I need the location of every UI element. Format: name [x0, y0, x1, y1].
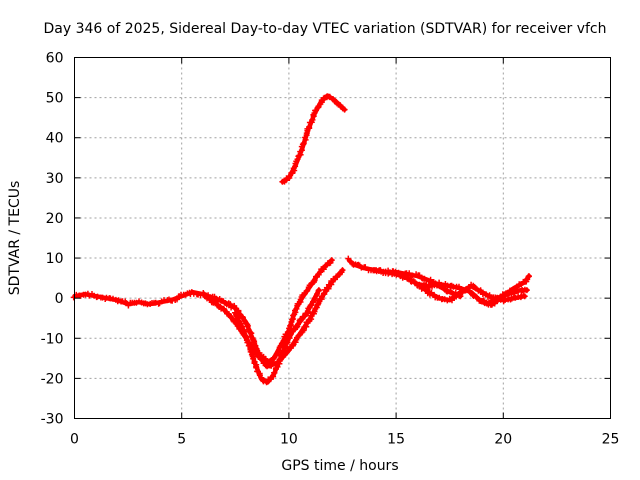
data-point — [293, 324, 300, 331]
data-point — [326, 94, 333, 101]
data-point — [294, 156, 301, 163]
y-tick-label: 30 — [46, 171, 64, 187]
data-series — [70, 93, 532, 386]
data-point — [301, 313, 308, 320]
series-track-h — [478, 286, 530, 308]
data-point — [227, 314, 234, 321]
data-point — [77, 292, 84, 299]
data-point — [253, 364, 260, 371]
data-point — [473, 293, 479, 300]
data-point — [362, 264, 369, 271]
data-point — [410, 278, 417, 285]
chart-title: Day 346 of 2025, Sidereal Day-to-day VTE… — [43, 21, 606, 37]
series-track-c — [232, 287, 322, 386]
x-tick-label: 25 — [602, 432, 620, 448]
y-axis-title: SDTVAR / TECUs — [7, 181, 23, 296]
data-point — [286, 173, 293, 180]
data-point — [311, 277, 318, 284]
data-point — [293, 305, 300, 312]
data-point — [304, 287, 311, 294]
data-point — [240, 327, 247, 334]
data-point — [436, 279, 443, 286]
data-point — [247, 348, 254, 355]
data-point — [300, 140, 307, 147]
data-point — [169, 297, 176, 304]
axis-ticks: 0 5 10 15 20 25 -30 -20 -10 0 10 20 30 40 50 60 — [41, 51, 620, 448]
y-tick-label: -10 — [41, 331, 64, 347]
data-point — [523, 287, 530, 294]
data-point — [306, 124, 313, 130]
plot-frame — [74, 57, 611, 419]
y-tick-label: -20 — [41, 371, 64, 387]
data-point — [279, 350, 286, 357]
data-point — [271, 369, 278, 376]
y-tick-label: 50 — [46, 91, 64, 107]
y-tick-label: 40 — [46, 131, 64, 147]
data-point — [308, 302, 315, 308]
x-tick-label: 20 — [494, 432, 512, 448]
data-point — [235, 308, 242, 315]
y-tick-label: 0 — [55, 291, 64, 307]
series-track-b — [200, 257, 335, 366]
data-point — [287, 331, 294, 338]
data-point — [315, 287, 322, 294]
data-point — [309, 116, 316, 123]
data-point — [280, 347, 287, 354]
data-point — [526, 273, 532, 280]
x-axis-title: GPS time / hours — [281, 458, 398, 474]
y-tick-label: 20 — [46, 211, 64, 227]
y-tick-label: 10 — [46, 251, 64, 267]
data-point — [94, 293, 101, 300]
data-point — [110, 295, 116, 302]
data-point — [320, 95, 327, 102]
y-tick-label: -30 — [41, 412, 64, 428]
data-point — [227, 301, 234, 308]
data-point — [409, 272, 416, 279]
series-track-d — [279, 93, 348, 185]
data-point — [295, 321, 301, 328]
data-point — [290, 312, 297, 319]
data-point — [276, 356, 283, 363]
x-tick-label: 10 — [280, 432, 298, 448]
data-point — [239, 323, 246, 330]
y-tick-label: 60 — [46, 51, 64, 67]
data-point — [235, 315, 242, 321]
data-point — [406, 274, 412, 281]
data-point — [474, 294, 480, 301]
data-point — [341, 106, 348, 113]
data-point — [339, 267, 346, 274]
data-point — [251, 340, 258, 346]
x-tick-label: 0 — [70, 432, 79, 448]
x-tick-label: 5 — [177, 432, 186, 448]
data-point — [328, 257, 335, 264]
data-point — [508, 291, 515, 297]
data-point — [231, 304, 238, 311]
data-point — [270, 373, 277, 380]
x-tick-label: 15 — [387, 432, 405, 448]
data-point — [521, 293, 528, 300]
data-point — [314, 291, 321, 297]
data-point — [232, 309, 238, 316]
data-point — [287, 322, 294, 329]
